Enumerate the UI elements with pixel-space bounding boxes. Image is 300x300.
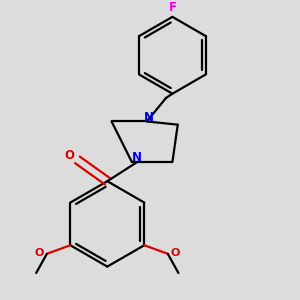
Text: F: F: [168, 1, 176, 14]
Text: N: N: [132, 151, 142, 164]
Text: O: O: [64, 149, 74, 162]
Text: N: N: [144, 111, 154, 124]
Text: O: O: [170, 248, 180, 258]
Text: O: O: [35, 248, 44, 258]
